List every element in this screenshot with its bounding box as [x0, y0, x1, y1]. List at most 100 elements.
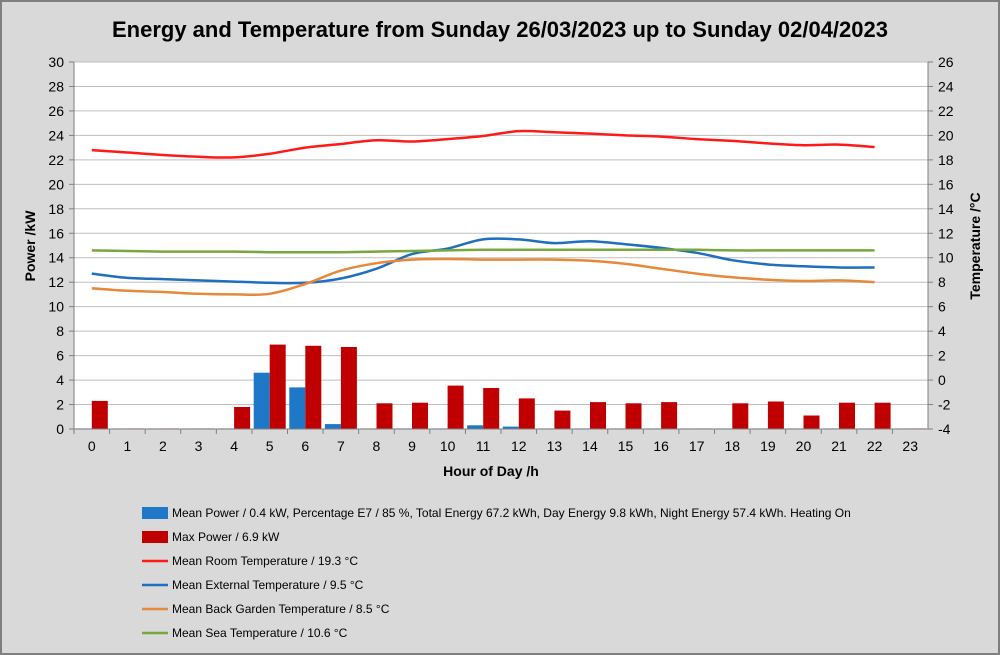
max-power-bar — [803, 415, 820, 429]
max-power-bar — [269, 344, 286, 429]
y-left-tick-label: 26 — [48, 103, 64, 119]
max-power-bar — [518, 398, 535, 429]
max-power-bar — [91, 400, 108, 429]
legend-swatch — [142, 531, 168, 543]
back-garden-temperature-line — [91, 257, 875, 297]
legend-entry: Mean External Temperature / 9.5 °C — [172, 578, 364, 592]
y-left-tick-label: 4 — [56, 372, 64, 388]
x-axis-label: Hour of Day /h — [443, 463, 539, 479]
sea-temperature-line — [91, 248, 875, 254]
y-right-tick-label: 10 — [938, 250, 954, 266]
y-right-tick-label: 26 — [938, 54, 954, 70]
max-power-bar — [483, 388, 500, 429]
max-power-bar — [661, 402, 678, 429]
y-right-tick-label: -4 — [938, 421, 951, 437]
y-left-tick-label: 16 — [48, 225, 64, 241]
y-left-tick-label: 30 — [48, 54, 64, 70]
y-left-tick-label: 10 — [48, 299, 64, 315]
x-tick-label: 22 — [867, 438, 883, 454]
x-tick-label: 12 — [511, 438, 527, 454]
max-power-bar — [412, 402, 428, 429]
y-left-tick-label: 14 — [48, 250, 64, 266]
y-right-tick-label: 12 — [938, 225, 954, 241]
max-power-bar — [625, 403, 642, 429]
x-tick-label: 8 — [373, 438, 381, 454]
x-tick-label: 15 — [618, 438, 634, 454]
y-left-tick-label: 28 — [48, 78, 64, 94]
x-tick-label: 10 — [440, 438, 456, 454]
x-tick-label: 6 — [301, 438, 309, 454]
x-tick-label: 23 — [902, 438, 918, 454]
y-right-tick-label: 22 — [938, 103, 954, 119]
max-power-bar — [305, 345, 322, 429]
y-right-tick-label: 20 — [938, 127, 954, 143]
y-left-tick-label: 0 — [56, 421, 64, 437]
legend-swatch — [142, 507, 168, 519]
mean-power-bar — [324, 424, 341, 429]
max-power-bar — [732, 403, 749, 429]
max-power-bar — [376, 403, 393, 429]
y-axis-left-label: Power /kW — [22, 210, 38, 282]
max-power-bar — [590, 402, 606, 429]
x-tick-label: 4 — [230, 438, 238, 454]
max-power-bar — [767, 401, 784, 429]
external-temperature-line — [91, 237, 875, 285]
y-right-tick-label: 0 — [938, 372, 946, 388]
y-left-tick-label: 24 — [48, 127, 64, 143]
chart-title: Energy and Temperature from Sunday 26/03… — [112, 17, 888, 42]
y-axis-right-label: Temperature /°C — [967, 192, 983, 299]
max-power-bar — [874, 402, 891, 429]
mean-power-bar — [289, 387, 306, 429]
x-tick-label: 17 — [689, 438, 705, 454]
legend-entry: Mean Power / 0.4 kW, Percentage E7 / 85 … — [172, 506, 851, 520]
x-tick-label: 14 — [582, 438, 598, 454]
y-left-tick-label: 22 — [48, 152, 64, 168]
mean-power-bar — [467, 425, 484, 429]
y-left-tick-label: 2 — [56, 397, 64, 413]
x-tick-label: 13 — [547, 438, 563, 454]
x-tick-label: 18 — [725, 438, 741, 454]
y-right-tick-label: 6 — [938, 299, 946, 315]
y-right-tick-label: 16 — [938, 176, 954, 192]
plot-area — [74, 62, 928, 429]
x-tick-label: 1 — [123, 438, 131, 454]
legend-entry: Mean Back Garden Temperature / 8.5 °C — [172, 602, 390, 616]
mean-power-bar — [253, 372, 270, 429]
room-temperature-line — [91, 129, 875, 159]
mean-power-bar — [502, 426, 519, 429]
legend-entry: Mean Sea Temperature / 10.6 °C — [172, 626, 348, 640]
x-tick-label: 20 — [796, 438, 812, 454]
max-power-bar — [340, 347, 357, 429]
y-right-tick-label: 18 — [938, 152, 954, 168]
x-tick-label: 21 — [831, 438, 847, 454]
max-power-bar — [839, 402, 855, 429]
x-tick-label: 0 — [88, 438, 96, 454]
x-tick-label: 3 — [195, 438, 203, 454]
y-left-tick-label: 6 — [56, 348, 64, 364]
legend-entry: Max Power / 6.9 kW — [172, 530, 280, 544]
y-left-tick-label: 20 — [48, 176, 64, 192]
y-left-tick-label: 18 — [48, 201, 64, 217]
x-tick-label: 11 — [476, 438, 491, 454]
max-power-bar — [234, 407, 251, 429]
y-left-tick-label: 12 — [48, 274, 64, 290]
x-tick-label: 5 — [266, 438, 274, 454]
y-right-tick-label: 4 — [938, 323, 946, 339]
y-right-tick-label: 14 — [938, 201, 954, 217]
y-right-tick-label: 8 — [938, 274, 946, 290]
legend: Mean Power / 0.4 kW, Percentage E7 / 85 … — [142, 506, 851, 640]
x-tick-label: 2 — [159, 438, 167, 454]
x-tick-label: 7 — [337, 438, 345, 454]
x-tick-label: 9 — [408, 438, 416, 454]
legend-entry: Mean Room Temperature / 19.3 °C — [172, 554, 358, 568]
y-right-tick-label: 2 — [938, 348, 946, 364]
max-power-bar — [554, 410, 571, 429]
y-right-tick-label: 24 — [938, 78, 954, 94]
max-power-bar — [447, 385, 464, 429]
x-tick-label: 19 — [760, 438, 776, 454]
x-tick-label: 16 — [653, 438, 669, 454]
y-right-tick-label: -2 — [938, 397, 951, 413]
y-left-tick-label: 8 — [56, 323, 64, 339]
